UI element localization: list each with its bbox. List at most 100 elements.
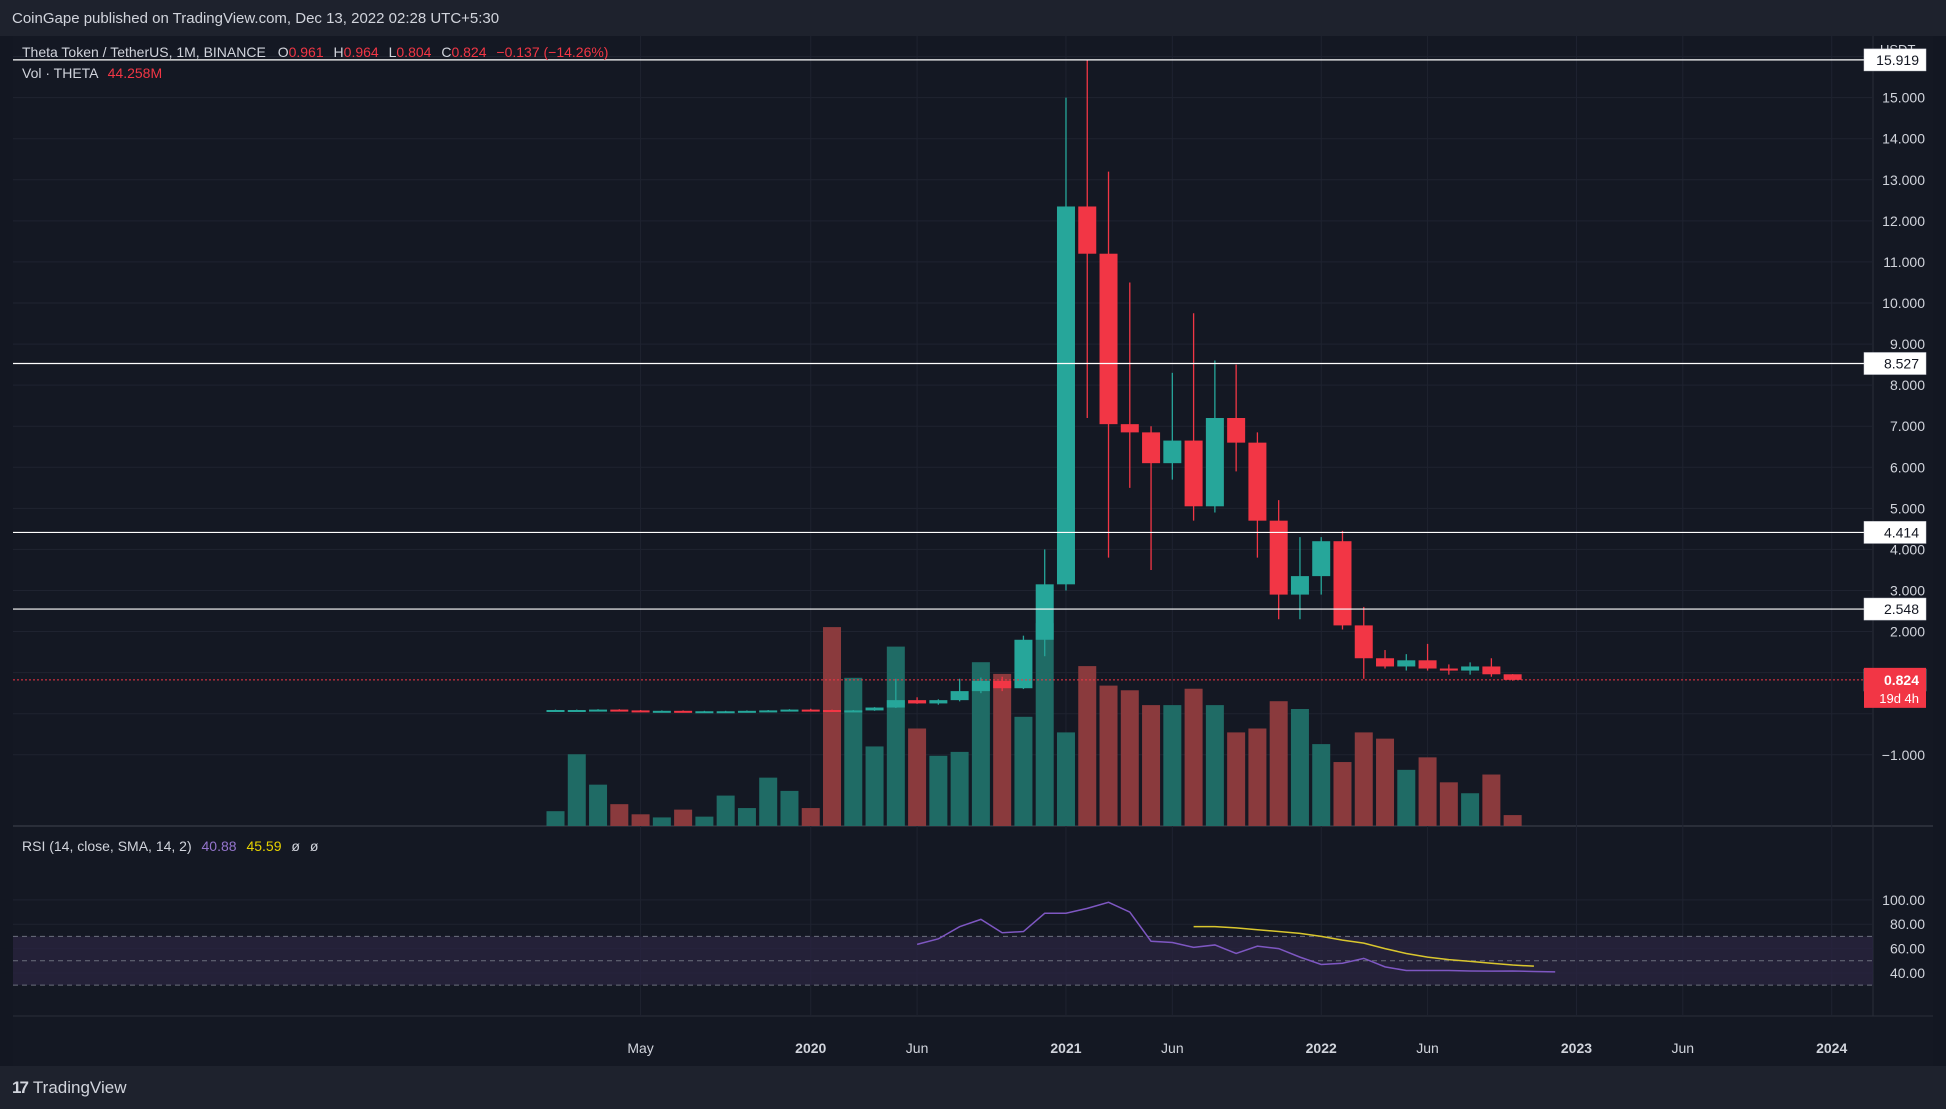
volume-bar — [1248, 728, 1267, 826]
volume-bar — [1035, 623, 1054, 826]
volume-bar — [1333, 762, 1352, 826]
candle-body — [1142, 432, 1161, 464]
price-tick-label: 8.000 — [1890, 377, 1925, 393]
volume-bar — [1120, 690, 1139, 826]
rsi-tick-label: 80.00 — [1890, 916, 1925, 932]
low-label: L — [388, 44, 397, 60]
candle-body — [1248, 442, 1267, 521]
plot-background — [13, 36, 1873, 1016]
time-axis-label: 2020 — [795, 1040, 826, 1056]
volume-bar — [1503, 815, 1522, 826]
volume-bar — [652, 817, 671, 826]
time-axis-label: Jun — [1161, 1040, 1184, 1056]
price-tick-label: 2.000 — [1890, 624, 1925, 640]
rsi-value: 40.88 — [201, 838, 237, 854]
level-price-label-bg — [1863, 48, 1927, 72]
price-tick-label: 7.000 — [1890, 418, 1925, 434]
volume-label[interactable]: Vol · THETA — [22, 65, 98, 81]
candle-body — [971, 680, 990, 692]
chart-grid — [13, 36, 1933, 1017]
rsi-sma-line — [1193, 925, 1534, 967]
candle-body — [1163, 440, 1182, 464]
candle-body — [567, 710, 586, 713]
candle-body — [1099, 253, 1118, 425]
time-axis-label: 2022 — [1306, 1040, 1337, 1056]
rsi-line — [916, 901, 1556, 973]
rsi-extra-2: ø — [309, 838, 319, 854]
volume-legend: Vol · THETA 44.258M — [22, 65, 162, 81]
volume-bar — [1376, 738, 1395, 826]
candle-body — [759, 710, 778, 713]
candle-body — [1205, 417, 1224, 507]
candle-body — [1290, 576, 1309, 595]
candle-body — [1078, 206, 1097, 254]
volume-bar — [1312, 744, 1331, 826]
candle-body — [1184, 440, 1203, 507]
chart-area[interactable]: USDT17.00015.00014.00013.00012.00011.000… — [13, 8, 1933, 1066]
rsi-tick-label: 40.00 — [1890, 965, 1925, 981]
time-axis-label: 2024 — [1816, 1040, 1847, 1056]
candle-body — [993, 680, 1012, 689]
candle-body — [1035, 584, 1054, 640]
volume-bar — [716, 795, 735, 826]
volume-bar — [950, 751, 969, 826]
candle-body — [780, 709, 799, 712]
volume-bars — [546, 623, 1522, 826]
change-value: −0.137 (−14.26%) — [496, 44, 609, 60]
price-tick-label: 6.000 — [1890, 459, 1925, 475]
rsi-tick-label: 100.00 — [1882, 892, 1925, 908]
time-axis-label: Jun — [906, 1040, 929, 1056]
candle-body — [1227, 417, 1246, 443]
level-price-label: 8.527 — [1884, 355, 1919, 371]
publisher-text: CoinGape published on TradingView.com, D… — [12, 10, 500, 27]
tradingview-logo[interactable]: 17 TradingView — [12, 1078, 126, 1098]
volume-bar — [631, 814, 650, 826]
volume-bar — [1482, 774, 1501, 826]
chart-svg[interactable]: USDT17.00015.00014.00013.00012.00011.000… — [13, 8, 1933, 1066]
rsi-label[interactable]: RSI (14, close, SMA, 14, 2) — [22, 838, 192, 854]
level-price-label-bg — [1863, 352, 1927, 375]
volume-bar — [1099, 685, 1118, 826]
volume-value: 44.258M — [107, 65, 163, 81]
candle-body — [652, 710, 671, 713]
candle-body — [1397, 660, 1416, 667]
rsi-sma-value: 45.59 — [246, 838, 282, 854]
volume-bar — [908, 728, 927, 826]
time-axis-label: May — [627, 1040, 653, 1056]
volume-bar — [1142, 705, 1161, 826]
candle-body — [546, 710, 565, 713]
volume-bar — [1078, 666, 1097, 826]
candle-body — [1333, 541, 1352, 626]
candle-body — [844, 710, 863, 713]
candle-body — [1418, 660, 1437, 669]
level-price-label-bg — [1863, 597, 1927, 621]
price-tick-label: 9.000 — [1890, 336, 1925, 352]
volume-bar — [1439, 782, 1458, 826]
symbol-title[interactable]: Theta Token / TetherUS, 1M, BINANCE — [22, 44, 266, 60]
candle-body — [674, 710, 693, 713]
candle-body — [1312, 541, 1331, 577]
volume-bar — [610, 804, 629, 826]
candle-body — [1482, 666, 1501, 675]
level-price-label-bg — [1863, 521, 1927, 544]
price-tick-label: 10.000 — [1882, 295, 1925, 311]
price-tick-label: 4.000 — [1890, 541, 1925, 557]
time-axis-label: 2021 — [1050, 1040, 1081, 1056]
candle-body — [929, 700, 948, 704]
volume-bar — [1184, 688, 1203, 826]
level-price-label: 2.548 — [1884, 601, 1919, 617]
level-price-label: 4.414 — [1884, 524, 1919, 540]
volume-bar — [1227, 732, 1246, 826]
volume-bar — [823, 627, 842, 826]
volume-bar — [1461, 793, 1480, 826]
volume-bar — [886, 646, 905, 826]
candle-body — [1269, 520, 1288, 595]
rsi-extra-1: ø — [291, 838, 300, 854]
tradingview-brand: TradingView — [32, 1078, 127, 1097]
candle-body — [908, 700, 927, 704]
candle-body — [1056, 206, 1075, 585]
volume-bar — [1014, 716, 1033, 826]
close-value: 0.824 — [451, 44, 487, 60]
time-axis-label: Jun — [1672, 1040, 1695, 1056]
high-value: 0.964 — [343, 44, 379, 60]
